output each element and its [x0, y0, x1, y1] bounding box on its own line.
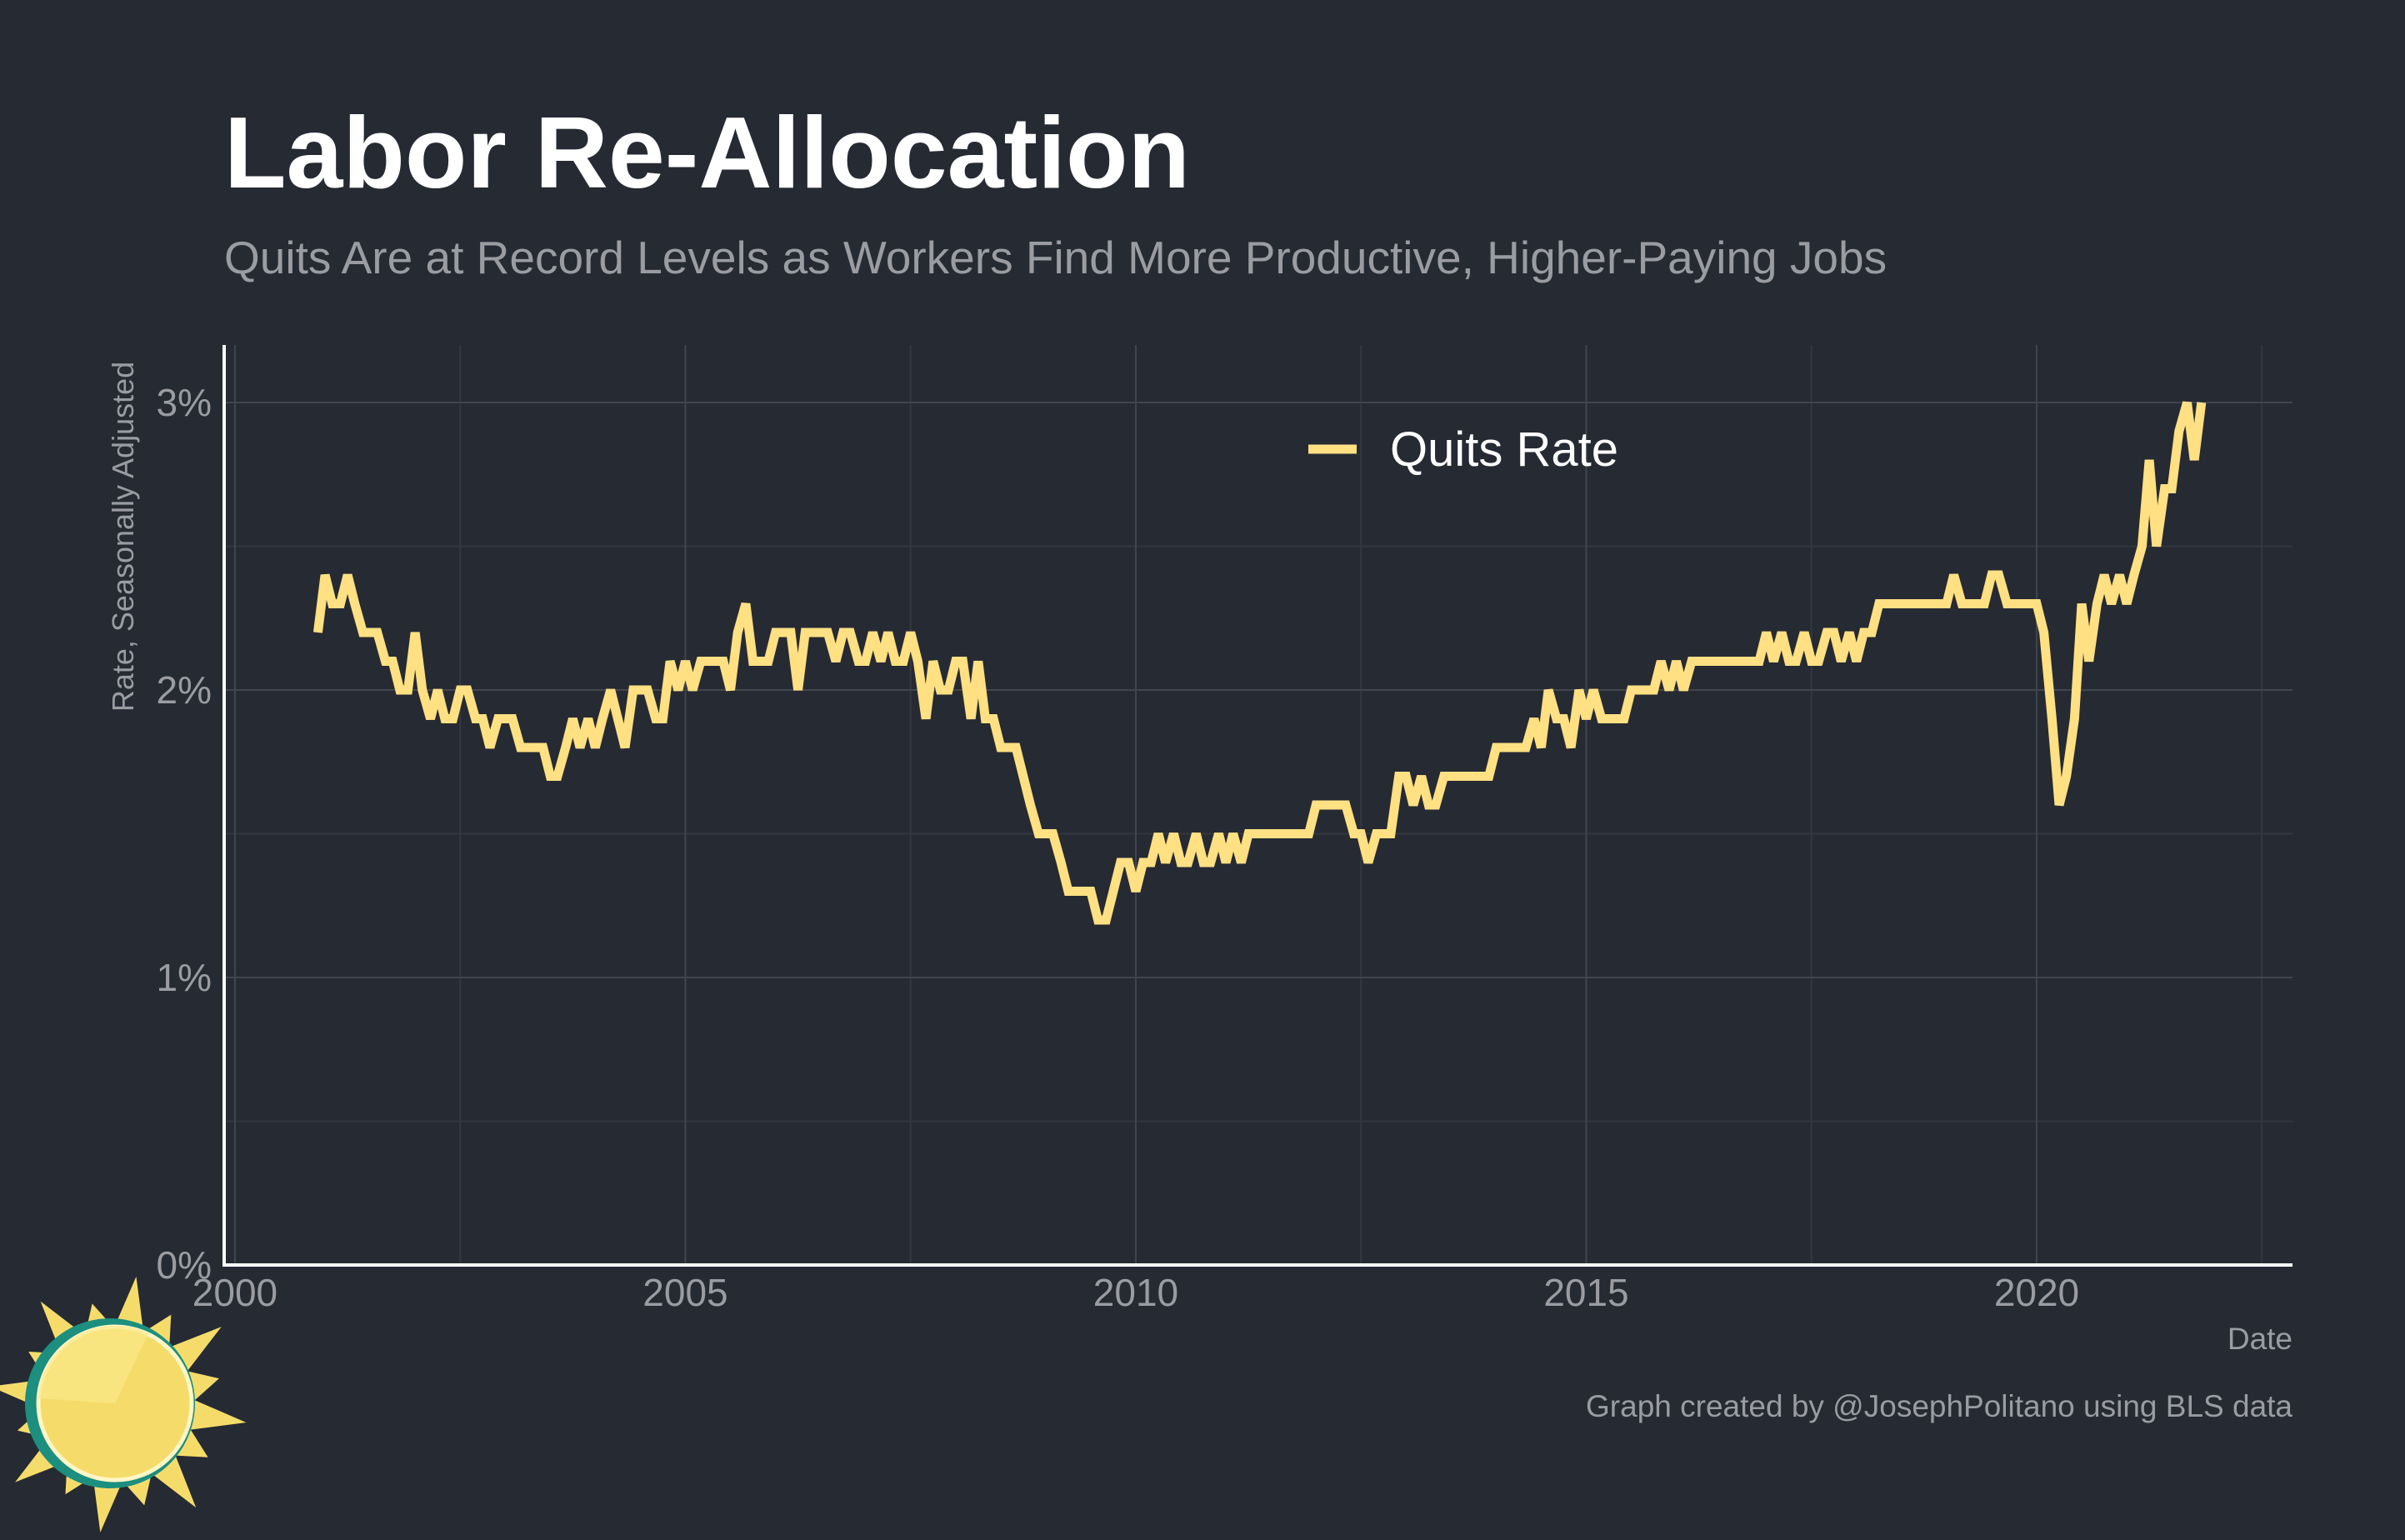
- line: [312, 401, 2207, 925]
- x-tick-label: 2015: [1543, 1271, 1628, 1314]
- x-tick-label: 2005: [642, 1271, 728, 1314]
- legend-label: Quits Rate: [1390, 422, 1618, 477]
- y-tick-label: 2%: [157, 668, 212, 712]
- chart-title: Labor Re-Allocation: [224, 96, 1190, 209]
- x-tick-label: 2010: [1093, 1271, 1178, 1314]
- logo: [0, 1276, 247, 1532]
- x-tick-label: 2000: [192, 1271, 278, 1314]
- caption: Graph created by @JosephPolitano using B…: [1586, 1389, 2292, 1423]
- y-tick-label: 0%: [157, 1243, 212, 1287]
- x-axis-label: Date: [2228, 1322, 2292, 1356]
- logo-shade: [38, 1325, 148, 1403]
- y-tick-label: 3%: [157, 381, 212, 424]
- chart-subtitle: Quits Are at Record Levels as Workers Fi…: [224, 232, 1887, 283]
- x-tick-label: 2020: [1994, 1271, 2079, 1314]
- y-tick-label: 1%: [157, 956, 212, 999]
- y-axis-label: Rate, Seasonally Adjusted: [106, 362, 140, 712]
